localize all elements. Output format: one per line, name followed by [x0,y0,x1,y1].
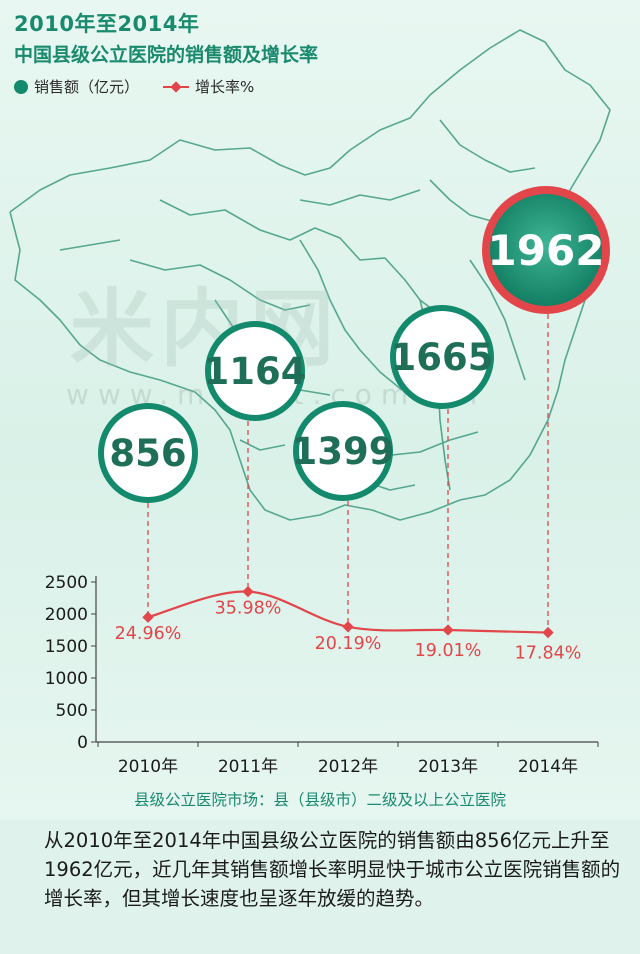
y-tick-label: 1000 [45,669,88,689]
legend-sales-label: 销售额（亿元） [34,78,140,96]
x-tick-label: 2013年 [418,757,478,777]
y-tick-label: 1500 [45,637,88,657]
x-tick-label: 2012年 [318,757,378,777]
sales-bubble [299,407,387,495]
growth-data-label: 24.96% [115,624,182,644]
legend: 销售额（亿元） 增长率% [14,76,254,97]
growth-data-label: 19.01% [415,641,482,661]
sales-bubble [104,409,192,497]
x-tick-label: 2014年 [518,757,578,777]
growth-data-label: 35.98% [215,599,282,619]
summary-paragraph: 从2010年至2014年中国县级公立医院的销售额由856亿元上升至1962亿元，… [44,829,621,910]
chart: 0 500 1000 1500 2000 2500 2010年 2011年 2012年 2013年… [45,186,610,777]
x-tick-label: 2011年 [218,757,278,777]
sales-data-label: 1164 [204,350,307,393]
market-note: 县级公立医院市场：县（县级市）二级及以上公立医院 [133,791,506,809]
y-tick-label: 2000 [45,605,88,625]
sales-data-label: 1399 [292,430,395,473]
growth-point [542,626,554,639]
sales-bubble [396,311,488,403]
y-tick-label: 500 [56,701,88,721]
y-tick-label: 0 [77,733,88,753]
growth-point [242,585,254,598]
sales-bubble [211,327,299,415]
growth-data-label: 20.19% [315,634,382,654]
growth-point [142,611,154,623]
sales-data-label: 1665 [391,336,494,379]
growth-point [442,624,454,636]
x-tick-label: 2010年 [118,757,178,777]
legend-sales-swatch [14,79,28,94]
sales-data-label: 1962 [488,226,605,275]
growth-point [342,621,354,633]
legend-growth-swatch [163,85,190,88]
chart-subtitle: 中国县级公立医院的销售额及增长率 [14,44,319,66]
sales-bubble [490,194,602,306]
chart-title: 2010年至2014年 [14,12,200,36]
growth-data-label: 17.84% [515,644,582,664]
legend-growth-label: 增长率% [195,78,255,96]
sales-data-label: 856 [109,432,186,475]
y-tick-label: 2500 [45,573,88,593]
